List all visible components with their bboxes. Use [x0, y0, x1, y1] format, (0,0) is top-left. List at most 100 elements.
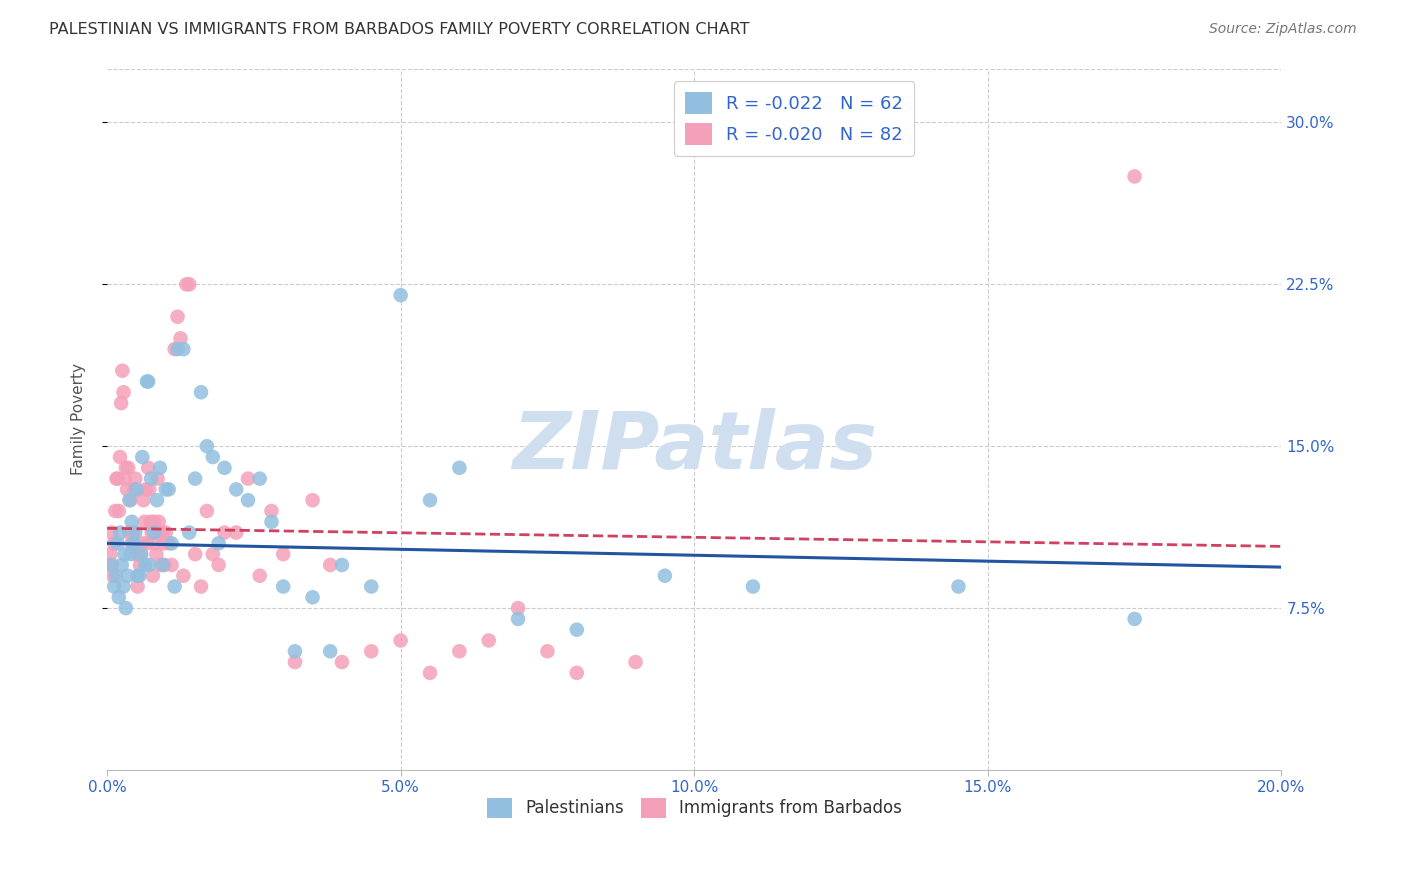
Point [104, 504, 127, 518]
Point [506, 601, 529, 615]
Point [112, 580, 135, 594]
Point [478, 633, 501, 648]
Point [271, 547, 294, 561]
Point [98, 558, 121, 572]
Point [138, 558, 160, 572]
Point [136, 375, 159, 389]
Point [208, 558, 231, 572]
Point [214, 460, 236, 475]
Point [100, 547, 122, 561]
Point [135, 483, 157, 497]
Point [284, 644, 307, 658]
Point [176, 277, 198, 292]
Point [136, 460, 159, 475]
Point [141, 525, 163, 540]
Point [108, 591, 131, 605]
Point [122, 536, 145, 550]
Point [129, 558, 152, 572]
Point [117, 568, 139, 582]
Point [172, 342, 194, 356]
Point [249, 568, 271, 582]
Point [117, 460, 139, 475]
Point [145, 547, 167, 561]
Point [121, 536, 143, 550]
Point [195, 504, 218, 518]
Point [214, 525, 236, 540]
Point [1123, 169, 1146, 184]
Point [389, 633, 412, 648]
Point [166, 310, 188, 324]
Point [271, 580, 294, 594]
Point [155, 483, 177, 497]
Point [157, 483, 180, 497]
Point [104, 568, 127, 582]
Point [100, 558, 122, 572]
Point [146, 493, 169, 508]
Point [122, 483, 145, 497]
Point [121, 515, 143, 529]
Text: PALESTINIAN VS IMMIGRANTS FROM BARBADOS FAMILY POVERTY CORRELATION CHART: PALESTINIAN VS IMMIGRANTS FROM BARBADOS … [49, 22, 749, 37]
Point [169, 331, 191, 345]
Point [742, 580, 765, 594]
Point [148, 515, 170, 529]
Point [111, 558, 134, 572]
Point [125, 483, 148, 497]
Point [330, 558, 353, 572]
Point [143, 525, 166, 540]
Point [143, 515, 166, 529]
Point [103, 536, 125, 550]
Point [128, 547, 150, 561]
Point [624, 655, 647, 669]
Point [1123, 612, 1146, 626]
Point [948, 580, 970, 594]
Point [260, 515, 283, 529]
Point [124, 525, 146, 540]
Point [111, 364, 134, 378]
Point [105, 472, 128, 486]
Point [118, 525, 141, 540]
Point [139, 472, 162, 486]
Point [506, 612, 529, 626]
Point [184, 472, 207, 486]
Point [163, 580, 186, 594]
Point [103, 580, 125, 594]
Point [132, 493, 155, 508]
Point [319, 558, 342, 572]
Point [449, 644, 471, 658]
Point [152, 558, 174, 572]
Point [179, 525, 201, 540]
Point [301, 493, 323, 508]
Point [225, 525, 247, 540]
Point [134, 515, 156, 529]
Point [107, 472, 129, 486]
Point [565, 623, 588, 637]
Point [201, 547, 224, 561]
Point [108, 504, 131, 518]
Point [127, 568, 149, 582]
Point [128, 568, 150, 582]
Point [108, 525, 131, 540]
Y-axis label: Family Poverty: Family Poverty [72, 363, 86, 475]
Point [536, 644, 558, 658]
Point [236, 493, 259, 508]
Point [129, 547, 152, 561]
Point [120, 493, 142, 508]
Point [190, 580, 212, 594]
Point [136, 375, 159, 389]
Point [107, 536, 129, 550]
Point [136, 536, 159, 550]
Point [236, 472, 259, 486]
Point [208, 536, 231, 550]
Point [134, 558, 156, 572]
Point [110, 396, 132, 410]
Point [195, 439, 218, 453]
Point [389, 288, 412, 302]
Point [172, 568, 194, 582]
Point [101, 568, 124, 582]
Point [114, 547, 136, 561]
Point [124, 472, 146, 486]
Point [131, 450, 153, 464]
Point [565, 665, 588, 680]
Point [120, 547, 142, 561]
Point [115, 601, 138, 615]
